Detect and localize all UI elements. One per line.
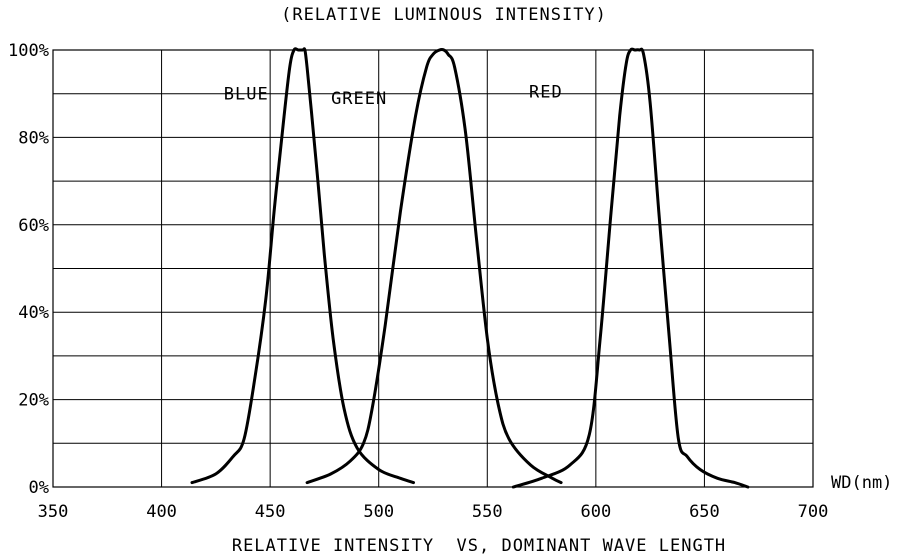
y-tick-label: 100%	[8, 41, 49, 61]
x-tick-label: 350	[38, 502, 69, 522]
y-tick-label: 20%	[18, 391, 49, 411]
x-axis-unit: WD(nm)	[831, 473, 892, 493]
x-tick-label: 500	[363, 502, 394, 522]
x-tick-label: 450	[255, 502, 286, 522]
x-tick-label: 600	[580, 502, 611, 522]
series-curves	[190, 47, 750, 489]
series-green-curve	[305, 47, 563, 485]
series-red-curve	[511, 47, 750, 489]
x-tick-label: 550	[472, 502, 503, 522]
y-axis-ticks: 0% 20% 40% 60% 80% 100%	[8, 41, 49, 498]
chart-title: (RELATIVE LUMINOUS INTENSITY)	[281, 5, 607, 25]
series-blue-label: BLUE	[224, 85, 269, 105]
x-axis-ticks: 350 400 450 500 550 600 650 700	[38, 502, 829, 522]
grid	[52, 49, 814, 488]
y-tick-label: 0%	[29, 478, 49, 498]
x-tick-label: 700	[798, 502, 829, 522]
series-blue-curve	[190, 47, 415, 485]
y-tick-label: 80%	[18, 128, 49, 148]
series-green-label: GREEN	[331, 89, 387, 109]
x-axis-label: RELATIVE INTENSITY VS, DOMINANT WAVE LEN…	[232, 536, 726, 556]
y-tick-label: 60%	[18, 216, 49, 236]
series-red-label: RED	[529, 83, 563, 103]
y-tick-label: 40%	[18, 303, 49, 323]
series-labels: BLUE GREEN RED	[224, 83, 563, 110]
plot-frame	[52, 49, 814, 488]
x-tick-label: 400	[146, 502, 177, 522]
x-tick-label: 650	[689, 502, 720, 522]
